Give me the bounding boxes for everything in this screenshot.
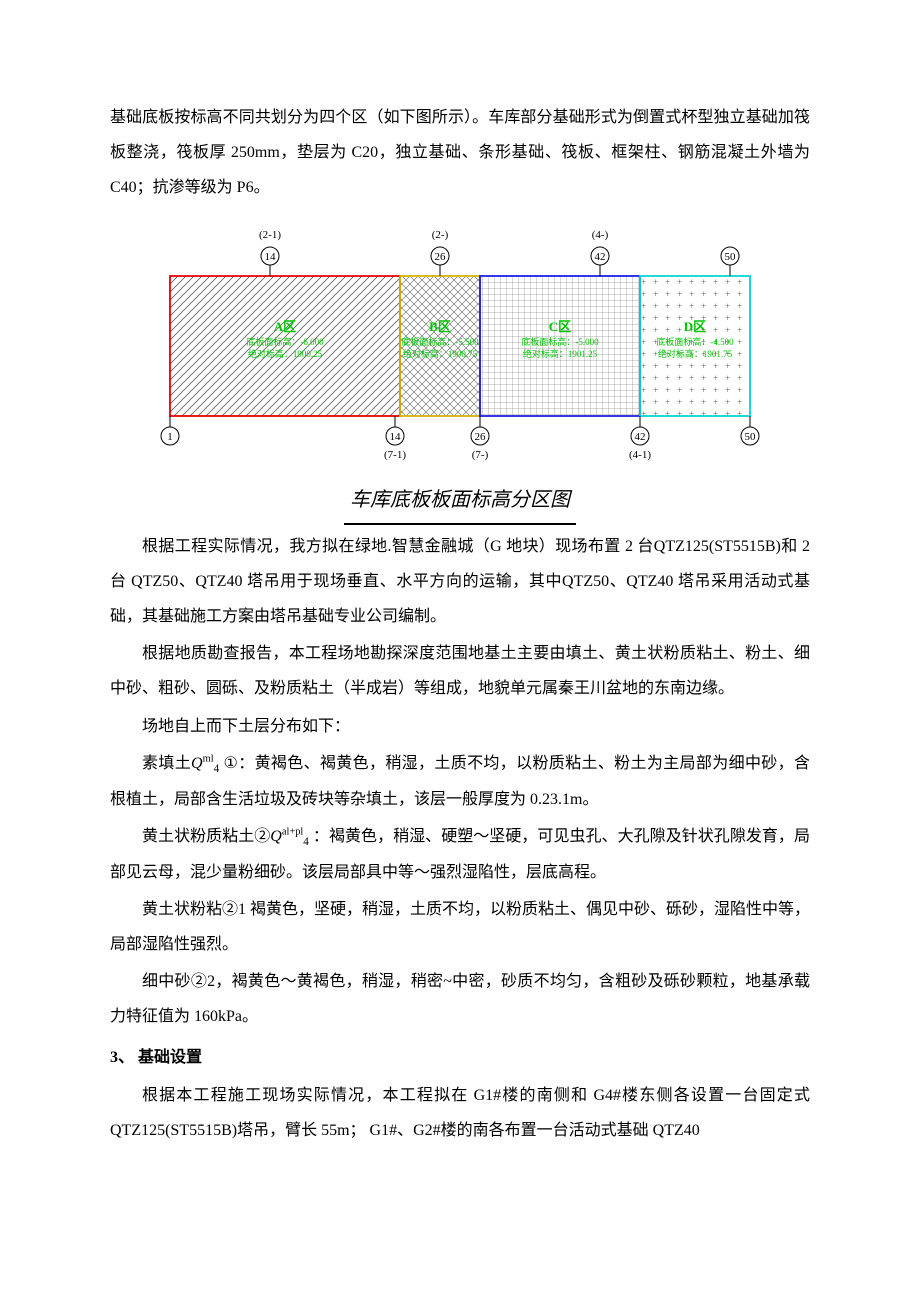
layer1-symbol: Q <box>191 755 203 772</box>
section-3-heading: 3、 基础设置 <box>110 1040 810 1075</box>
svg-text:14: 14 <box>390 431 402 443</box>
layer1-sup: ml <box>203 753 214 764</box>
svg-text:14: 14 <box>265 251 277 263</box>
svg-text:底板面标高：-4.500: 底板面标高：-4.500 <box>656 336 734 347</box>
svg-text:50: 50 <box>725 251 737 263</box>
svg-text:(7-): (7-) <box>472 449 489 461</box>
soil-layer-1: 素填土Qml4 ①：黄褐色、褐黄色，稍湿，土质不均，以粉质粘土、粉土为主局部为细… <box>110 746 810 817</box>
svg-text:(2-): (2-) <box>432 229 449 241</box>
diagram-title: 车库底板板面标高分区图 <box>110 478 810 525</box>
svg-text:42: 42 <box>635 431 646 443</box>
layer2-sup: al+pl <box>282 826 303 837</box>
svg-text:26: 26 <box>475 431 487 443</box>
svg-text:1: 1 <box>167 431 173 443</box>
svg-text:(4-): (4-) <box>592 229 609 241</box>
layer2-pre: 黄土状粉质粘土② <box>142 828 270 845</box>
body-para-1: 根据工程实际情况，我方拟在绿地.智慧金融城（G 地块）现场布置 2 台QTZ12… <box>110 529 810 635</box>
svg-text:绝对标高：1901.25: 绝对标高：1901.25 <box>523 348 598 359</box>
layer2-symbol: Q <box>270 828 282 845</box>
section-3-body: 根据本工程施工现场实际情况，本工程拟在 G1#楼的南侧和 G4#楼东侧各设置一台… <box>110 1078 810 1148</box>
svg-text:绝对标高：1901.75: 绝对标高：1901.75 <box>658 348 733 359</box>
soil-layer-4: 细中砂②2，褐黄色～黄褐色，稍湿，稍密~中密，砂质不均匀，含粗砂及砾砂颗粒，地基… <box>110 964 810 1034</box>
svg-text:C区: C区 <box>549 319 571 334</box>
svg-text:A区: A区 <box>274 319 296 334</box>
body-para-2: 根据地质勘查报告，本工程场地勘探深度范围地基土主要由填土、黄土状粉质粘土、粉土、… <box>110 636 810 706</box>
svg-text:底板面标高：-5.500: 底板面标高：-5.500 <box>401 336 479 347</box>
svg-text:底板面标高：-5.000: 底板面标高：-5.000 <box>521 336 599 347</box>
diagram-title-text: 车库底板板面标高分区图 <box>344 478 576 525</box>
svg-text:50: 50 <box>745 431 757 443</box>
svg-text:26: 26 <box>435 251 447 263</box>
body-para-3: 场地自上而下土层分布如下： <box>110 709 810 744</box>
soil-layer-2: 黄土状粉质粘土②Qal+pl4 ：褐黄色，稍湿、硬塑～坚硬，可见虫孔、大孔隙及针… <box>110 819 810 890</box>
svg-text:(4-1): (4-1) <box>629 449 651 461</box>
svg-text:D区: D区 <box>684 319 706 334</box>
svg-text:(2-1): (2-1) <box>259 229 281 241</box>
svg-text:42: 42 <box>595 251 606 263</box>
layer1-pre: 素填土 <box>142 755 191 772</box>
svg-text:B区: B区 <box>429 319 451 334</box>
soil-layer-3: 黄土状粉粘②1 褐黄色，坚硬，稍湿，土质不均，以粉质粘土、偶见中砂、砾砂，湿陷性… <box>110 892 810 962</box>
svg-text:底板面标高：-6.000: 底板面标高：-6.000 <box>246 336 324 347</box>
zone-diagram: + A区底板面标高：-6.000绝对标高：1900.25B区底板面标高：-5.5… <box>110 216 810 525</box>
zone-diagram-svg: + A区底板面标高：-6.000绝对标高：1900.25B区底板面标高：-5.5… <box>110 216 810 476</box>
svg-text:绝对标高：1900.75: 绝对标高：1900.75 <box>403 348 478 359</box>
svg-text:绝对标高：1900.25: 绝对标高：1900.25 <box>248 348 323 359</box>
svg-text:(7-1): (7-1) <box>384 449 406 461</box>
intro-paragraph: 基础底板按标高不同共划分为四个区（如下图所示）。车库部分基础形式为倒置式杯型独立… <box>110 100 810 206</box>
